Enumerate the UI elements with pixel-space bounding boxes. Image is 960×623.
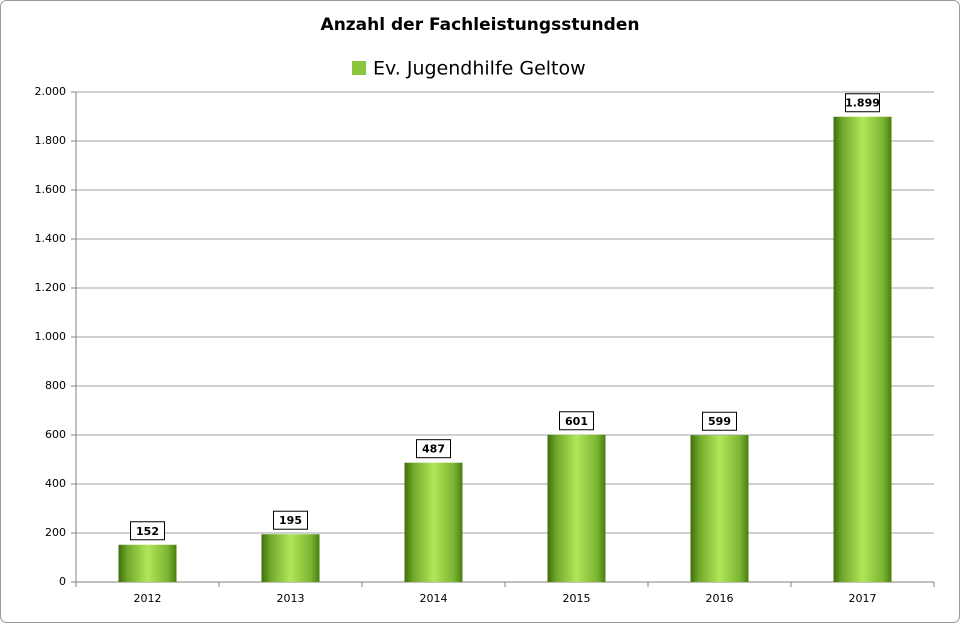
- bar: [118, 544, 177, 582]
- value-label-box: [702, 411, 737, 431]
- y-tick-label: 600: [45, 428, 66, 441]
- y-tick-label: 400: [45, 477, 66, 490]
- x-tick-label: 2014: [420, 592, 448, 605]
- bar: [833, 116, 892, 583]
- value-label-box: [845, 93, 880, 113]
- y-tick-label: 1.200: [35, 281, 67, 294]
- value-label-box: [416, 439, 451, 459]
- bar: [547, 434, 606, 582]
- bar: [404, 462, 463, 582]
- x-tick-label: 2013: [277, 592, 305, 605]
- x-tick-label: 2012: [134, 592, 162, 605]
- value-label: 1.899: [845, 97, 880, 110]
- y-tick-label: 1.000: [35, 330, 67, 343]
- value-label-box: [273, 510, 308, 530]
- chart-title: Anzahl der Fachleistungsstunden: [321, 15, 640, 35]
- value-label: 487: [422, 443, 445, 456]
- x-tick-label: 2017: [849, 592, 877, 605]
- value-label: 195: [279, 514, 302, 527]
- y-tick-label: 1.800: [35, 134, 67, 147]
- value-label-box: [559, 411, 594, 431]
- bar: [690, 435, 749, 582]
- y-tick-label: 0: [59, 575, 66, 588]
- y-tick-label: 800: [45, 379, 66, 392]
- value-label-box: [130, 521, 165, 541]
- x-tick-label: 2015: [563, 592, 591, 605]
- y-tick-label: 200: [45, 526, 66, 539]
- value-label: 152: [136, 525, 159, 538]
- bar: [261, 534, 320, 582]
- y-tick-label: 1.600: [35, 183, 67, 196]
- y-tick-label: 2.000: [35, 85, 67, 98]
- value-label: 599: [708, 415, 731, 428]
- value-label: 601: [565, 415, 588, 428]
- x-tick-label: 2016: [706, 592, 734, 605]
- legend-swatch: [352, 61, 366, 75]
- y-tick-label: 1.400: [35, 232, 67, 245]
- legend-label: Ev. Jugendhilfe Geltow: [373, 58, 586, 80]
